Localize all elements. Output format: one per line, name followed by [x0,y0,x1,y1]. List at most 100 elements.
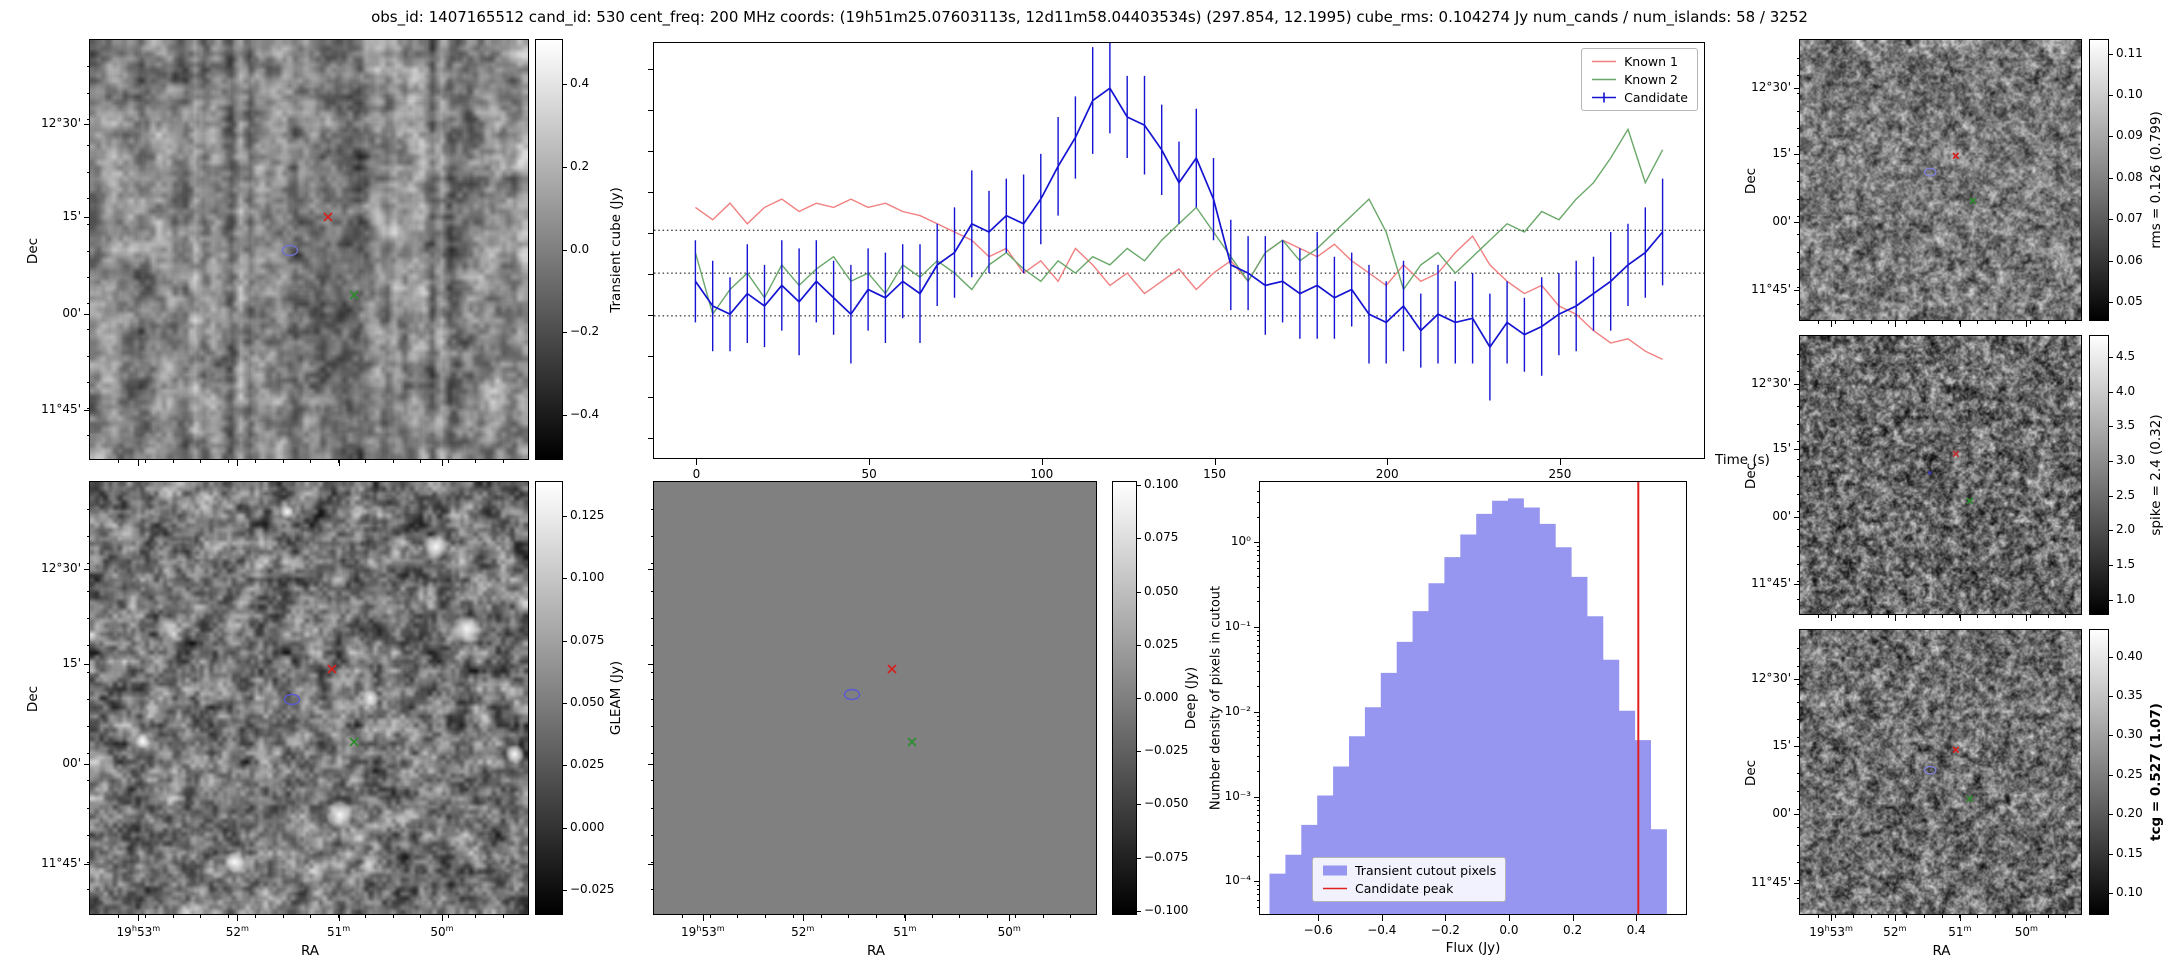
known-source-2-marker [349,737,359,747]
tick-mark [392,460,394,463]
tick-mark [1959,915,1961,918]
tick-mark [1257,906,1260,908]
tick-mark [1254,881,1260,883]
flux-tick-label: −0.6 [1303,923,1333,937]
rms-cb-label: rms = 0.126 (0.799) [2148,111,2165,249]
legend-line-sample [1592,60,1617,63]
candidate-line [694,86,1664,349]
tick-mark [87,145,90,147]
tick-mark [282,460,284,463]
tick-mark [392,915,394,918]
transient_cube-dec-tick-label: 11°45' [41,402,81,417]
tick-mark [1906,915,1908,918]
tick-mark [337,915,339,918]
tick-mark [1257,561,1260,563]
tick-mark [442,460,443,466]
tick-mark [1941,321,1943,324]
rms-dec-axis-label: Dec [1743,167,1760,195]
tick-mark [1959,615,1961,621]
known-source-1-marker [1952,450,1960,457]
tick-mark [1831,915,1833,921]
legend-label: Candidate peak [1355,881,1454,896]
time-axis-label: Time (s) [1715,452,1770,468]
tick-mark [337,460,339,463]
legend-item: Candidate [1591,90,1688,105]
tick-mark [502,460,504,463]
tick-mark [282,915,284,918]
tick-mark [1959,321,1961,327]
tick-mark [2109,735,2113,737]
rms-image [1800,40,2081,320]
tick-mark [2109,495,2113,497]
tick-mark [1797,844,1800,846]
tick-mark [651,888,654,890]
tick-mark [1923,615,1925,618]
tick-mark [2109,260,2113,262]
tick-mark [1257,804,1260,806]
tick-mark [1257,840,1260,842]
tick-mark [563,84,567,86]
tick-mark [1959,615,1961,618]
tick-mark [1257,550,1260,552]
gleam-colorbar [535,481,563,915]
tick-mark [1797,493,1800,495]
spike-cb-tick-label: 1.5 [2116,557,2136,572]
tick-mark [1906,615,1908,618]
tick-mark [931,915,933,918]
tick-mark [1797,75,1800,77]
tick-mark [563,640,567,642]
tick-mark [1797,269,1800,271]
gleam-ra-tick-label: 50m [430,923,454,939]
tick-mark [2109,391,2113,393]
tcg-ra-tick-label: 50m [2014,923,2039,939]
tick-mark [1797,808,1800,810]
rms-cb-tick-label: 0.09 [2116,128,2143,143]
tick-mark [563,890,567,892]
rms-dec-tick-label: 11°45' [1751,281,1791,296]
tick-mark [1906,321,1908,324]
tick-mark [365,915,366,918]
tick-mark [1254,796,1260,798]
candidate-errorbars [694,43,1664,401]
tick-mark [1894,615,1896,621]
tick-mark [420,915,421,918]
tick-mark [1257,800,1260,802]
tick-mark [1994,615,1996,618]
tick-mark [1797,581,1800,582]
tick-mark [1797,701,1800,703]
tick-mark [1257,645,1260,647]
transient_cube-colorbar [535,39,563,460]
tick-mark [1797,598,1800,600]
tick-mark [87,536,90,538]
tick-mark [1797,826,1800,828]
tick-mark [648,438,654,440]
tick-mark [651,563,654,565]
tick-mark [1797,511,1800,512]
deep-cb-tick-label: −0.025 [1144,743,1189,758]
tick-mark [2026,915,2028,921]
tick-mark [792,915,794,918]
gleam-cb-tick-label: −0.025 [570,882,615,897]
tick-mark [563,765,567,767]
tick-mark [442,915,443,921]
tick-mark [87,699,90,700]
known-source-1-marker [1952,746,1960,754]
tick-mark [648,397,654,399]
tick-mark [651,590,654,592]
deep-cb-tick-label: −0.075 [1144,849,1189,864]
spike-cb-tick-label: 4.0 [2116,383,2136,398]
tick-mark [1797,476,1800,477]
tick-mark [2109,530,2113,532]
tick-mark [87,382,90,384]
histogram-legend: Transient cutout pixels Candidate peak [1312,857,1507,902]
tick-mark [1959,321,1961,324]
deep-cb-tick-label: −0.100 [1144,902,1189,917]
rms-colorbar [2089,39,2109,321]
tick-mark [959,915,961,918]
tick-mark [2029,615,2031,618]
spike-dec-tick-label: 11°45' [1751,575,1791,590]
gleam-image [90,482,528,914]
tick-mark [876,915,877,918]
tick-mark [200,915,201,918]
tick-mark [87,807,90,809]
